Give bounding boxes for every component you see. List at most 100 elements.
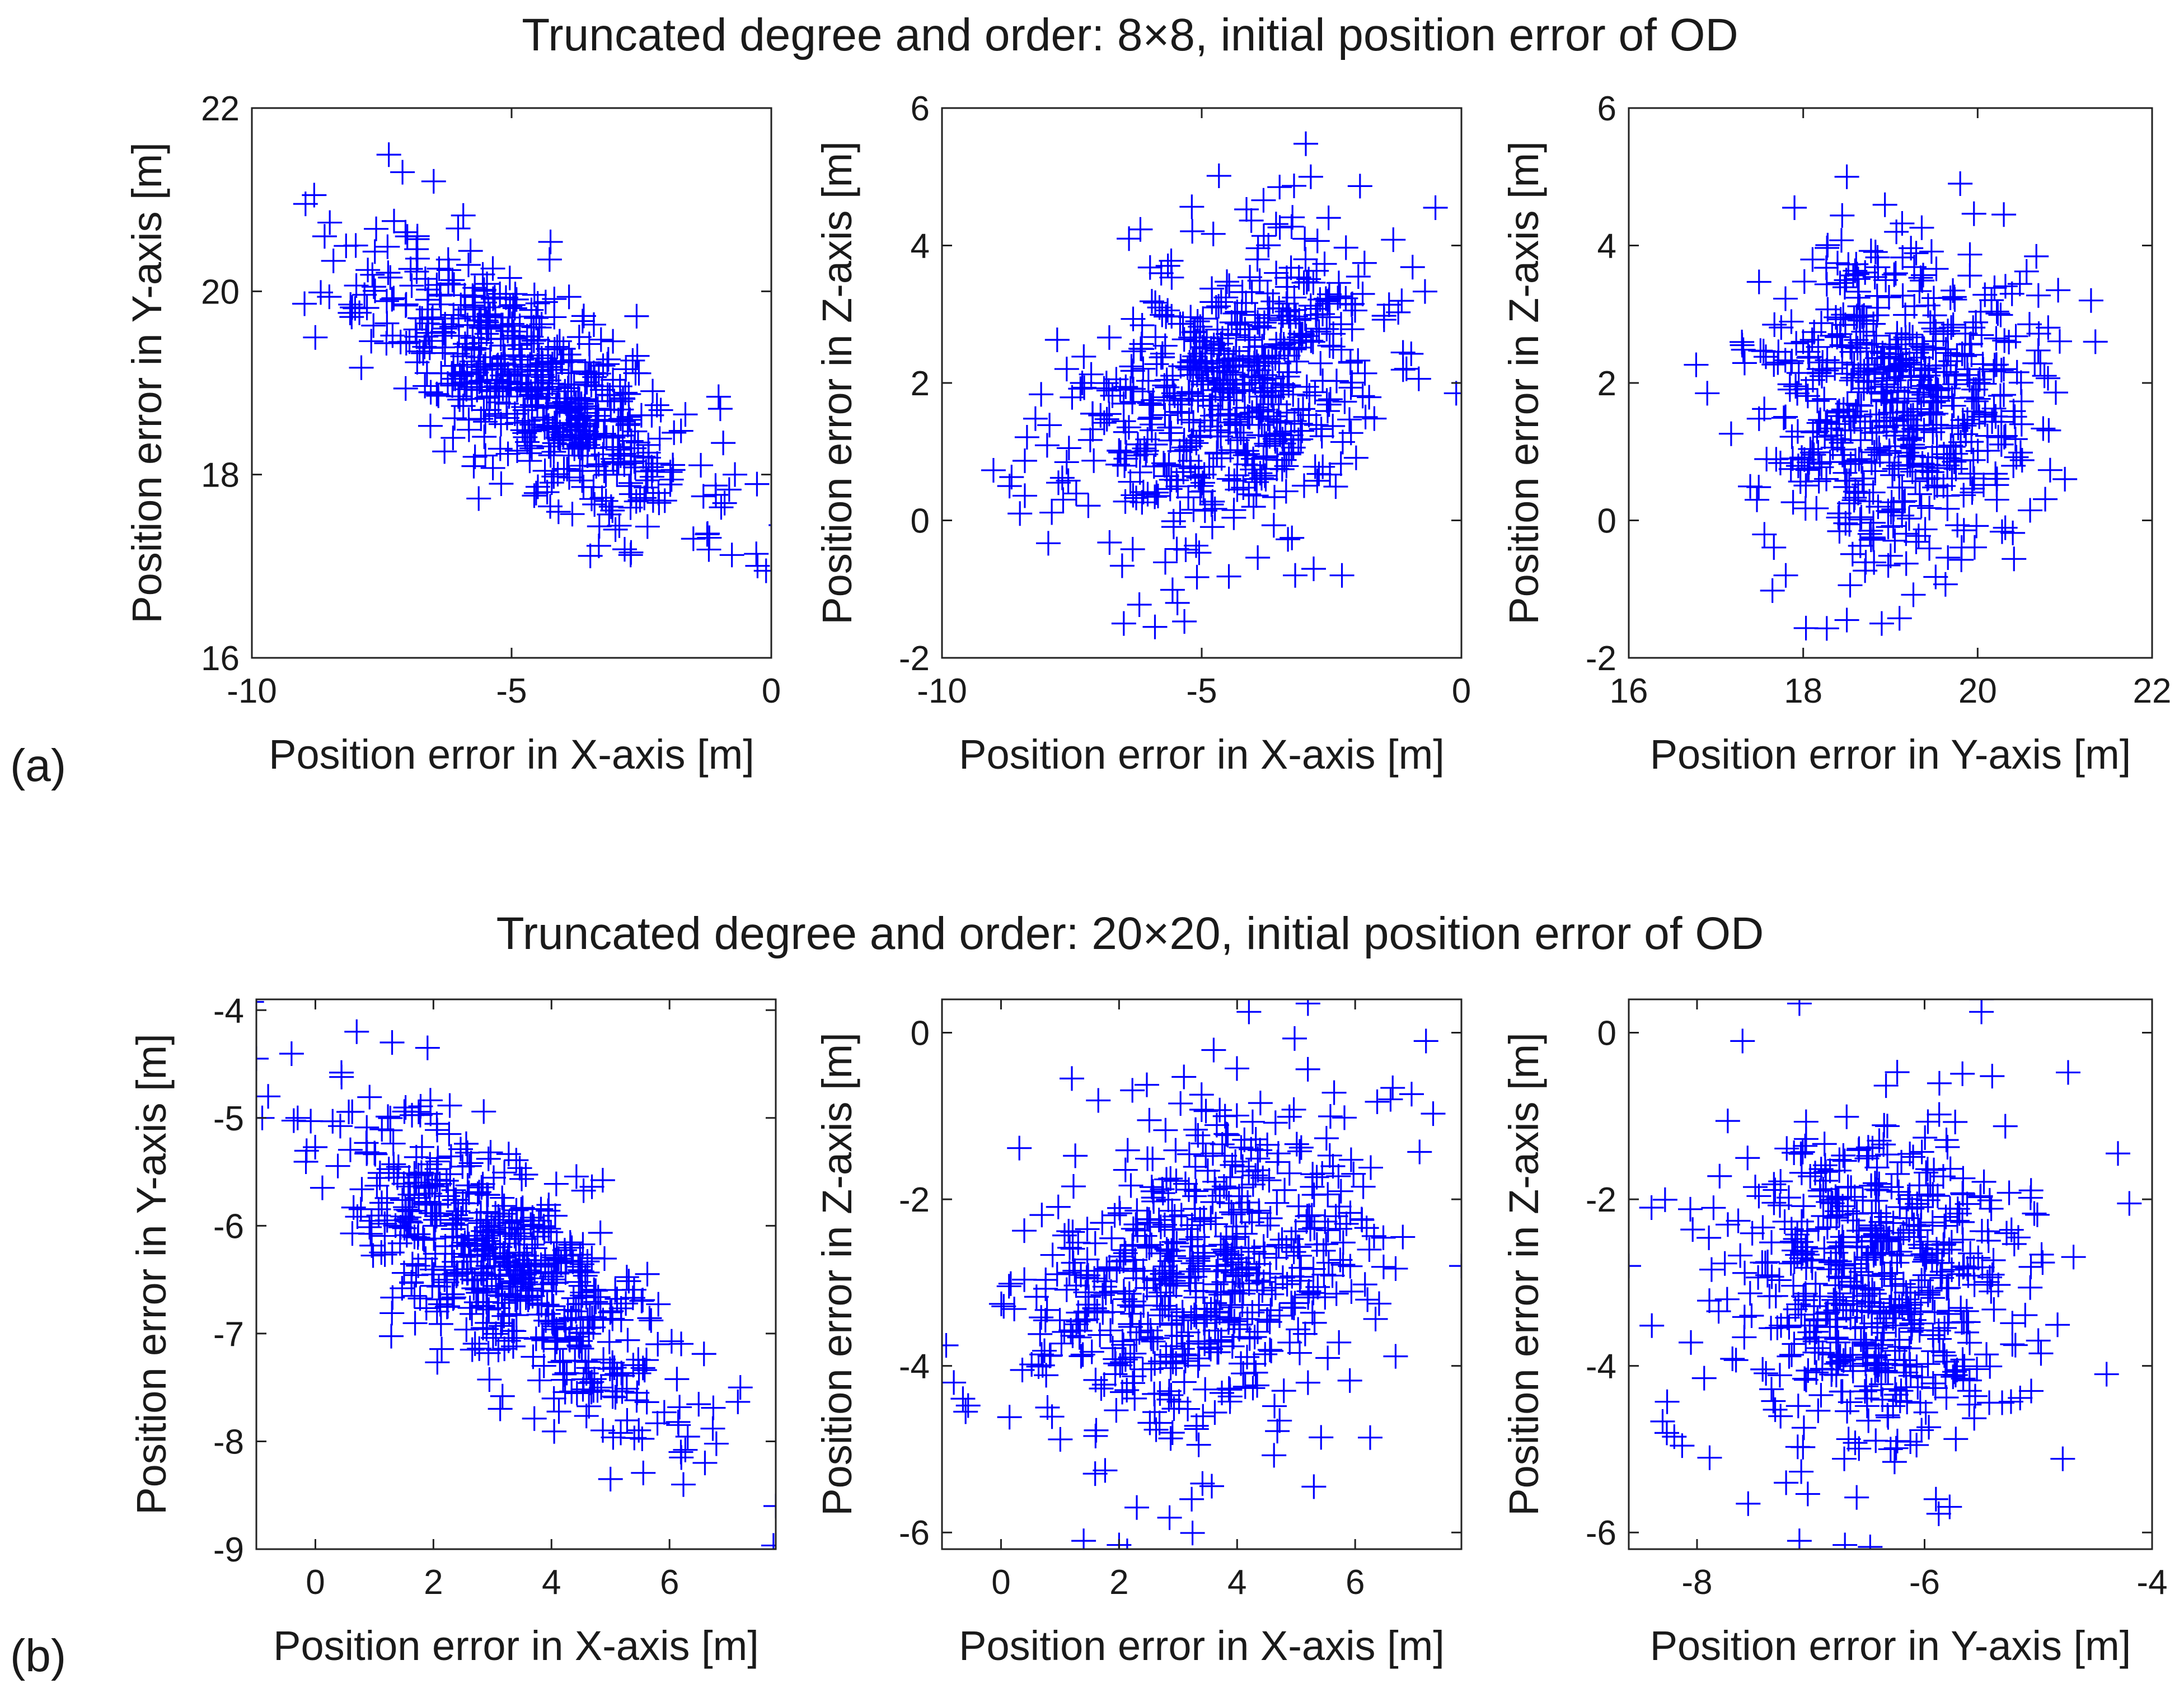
data-point	[618, 451, 644, 476]
data-point	[1242, 1325, 1267, 1350]
data-point	[492, 1290, 517, 1316]
data-point	[1980, 1064, 2005, 1089]
data-point	[1318, 387, 1343, 412]
data-point	[1827, 1147, 1852, 1172]
data-point	[716, 477, 742, 502]
x-tick-label: -5	[1186, 672, 1217, 710]
data-point	[1802, 1340, 1827, 1365]
data-point	[673, 402, 698, 427]
data-point	[1859, 1378, 1884, 1403]
data-point	[1239, 1210, 1264, 1235]
data-point	[415, 1035, 440, 1060]
axes-box	[941, 998, 1463, 1550]
data-point	[1863, 1345, 1888, 1371]
data-point	[1793, 473, 1819, 498]
data-point	[1266, 1232, 1291, 1257]
data-point	[1848, 428, 1873, 453]
data-point	[1120, 1371, 1145, 1396]
data-point	[1863, 240, 1888, 265]
data-point	[1221, 1325, 1246, 1350]
data-point	[1148, 1214, 1173, 1240]
data-point	[669, 1445, 694, 1470]
data-point	[1977, 1188, 2002, 1213]
data-point	[502, 1223, 527, 1249]
data-point	[400, 1198, 425, 1223]
data-point	[1255, 1132, 1280, 1157]
data-point	[1313, 1209, 1338, 1234]
data-point	[1032, 1338, 1057, 1363]
data-point	[1983, 404, 2008, 429]
data-point	[1882, 1449, 1907, 1475]
data-point	[405, 350, 430, 375]
data-point	[1138, 1357, 1164, 1382]
data-point	[2026, 1328, 2051, 1353]
data-point	[1262, 426, 1287, 451]
data-point	[1257, 1338, 1282, 1362]
data-point	[1423, 195, 1448, 220]
data-point	[1056, 436, 1081, 461]
data-point	[1922, 1299, 1947, 1325]
data-point	[673, 1437, 698, 1462]
data-point	[1255, 371, 1280, 396]
data-point	[1309, 417, 1334, 442]
data-point	[583, 1289, 608, 1315]
data-point	[1002, 1297, 1027, 1322]
data-point	[1180, 348, 1206, 373]
data-point	[1799, 440, 1825, 465]
y-tick-label: -2	[1586, 639, 1616, 678]
data-point	[1330, 1252, 1356, 1277]
data-point	[2047, 329, 2072, 354]
data-point	[1955, 1191, 1980, 1217]
data-point	[470, 262, 495, 287]
data-point	[545, 334, 570, 359]
data-point	[1843, 1256, 1868, 1281]
data-point	[1873, 1073, 1899, 1098]
data-point	[513, 1162, 538, 1187]
y-tick-label: 0	[911, 1014, 930, 1053]
data-point	[494, 1249, 519, 1274]
data-point	[1159, 1382, 1184, 1408]
data-point	[521, 418, 546, 443]
data-point	[1846, 1218, 1871, 1243]
data-point	[996, 1274, 1021, 1299]
data-point	[1184, 564, 1210, 590]
data-point	[438, 1162, 463, 1187]
data-point	[1110, 1349, 1135, 1374]
data-point	[1261, 513, 1286, 538]
y-axis-label: Position error in Z-axis [m]	[814, 1032, 860, 1516]
data-point	[359, 1208, 384, 1233]
data-point	[1819, 416, 1844, 441]
data-point	[1920, 1371, 1946, 1396]
data-point	[522, 1236, 547, 1261]
data-point	[1896, 506, 1921, 531]
data-point	[1915, 1229, 1940, 1254]
data-point	[1785, 419, 1810, 444]
data-point	[1878, 543, 1903, 568]
data-point	[1201, 1037, 1226, 1063]
x-tick-label: 18	[1784, 672, 1822, 710]
data-point	[1942, 372, 1967, 397]
data-point	[590, 1167, 615, 1193]
data-point	[1934, 1385, 1959, 1410]
data-point	[1203, 1271, 1229, 1297]
data-point	[457, 1296, 482, 1321]
data-point	[1707, 1163, 1732, 1189]
data-point	[602, 389, 627, 414]
x-tick-label: 20	[1958, 672, 1997, 710]
data-point	[1880, 462, 1905, 488]
data-point	[1980, 1262, 2005, 1287]
data-point	[1090, 1210, 1115, 1236]
y-tick-label: -6	[1586, 1514, 1616, 1553]
data-point	[1082, 1231, 1108, 1256]
data-point	[1913, 517, 1938, 542]
data-point	[340, 1099, 365, 1124]
data-point	[2033, 487, 2058, 512]
data-point	[1339, 370, 1365, 395]
data-point	[1179, 1305, 1204, 1330]
data-point	[1880, 405, 1905, 430]
data-point	[1332, 389, 1357, 414]
data-point	[582, 364, 607, 390]
data-point	[1362, 406, 1387, 431]
data-point	[1310, 368, 1335, 394]
